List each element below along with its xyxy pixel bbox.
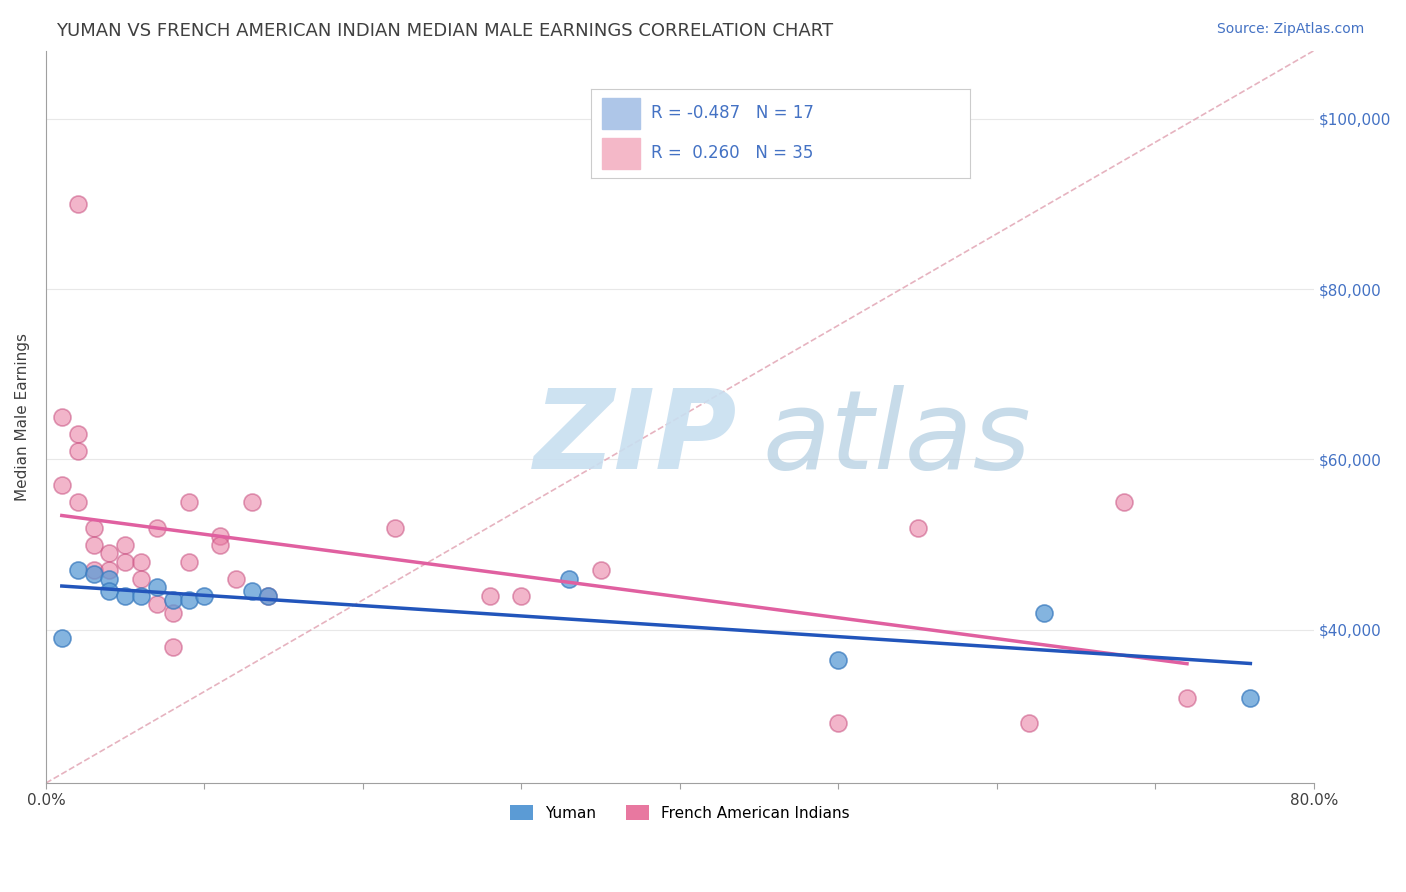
Point bbox=[384, 520, 406, 534]
Point bbox=[98, 572, 121, 586]
Point bbox=[162, 606, 184, 620]
Point bbox=[114, 555, 136, 569]
Point bbox=[1018, 716, 1040, 731]
Point bbox=[177, 593, 200, 607]
Point bbox=[146, 580, 169, 594]
Point bbox=[51, 409, 73, 424]
Point bbox=[193, 589, 215, 603]
Text: R = -0.487   N = 17: R = -0.487 N = 17 bbox=[651, 104, 814, 122]
Point bbox=[177, 555, 200, 569]
Point bbox=[146, 520, 169, 534]
Point bbox=[827, 716, 849, 731]
Point bbox=[98, 584, 121, 599]
Point bbox=[162, 640, 184, 654]
Point bbox=[827, 652, 849, 666]
Bar bbox=[602, 98, 640, 129]
Point bbox=[225, 572, 247, 586]
Point bbox=[66, 197, 89, 211]
Text: R =  0.260   N = 35: R = 0.260 N = 35 bbox=[651, 145, 814, 162]
Point bbox=[177, 495, 200, 509]
Bar bbox=[602, 138, 640, 169]
Point bbox=[478, 589, 501, 603]
Point bbox=[589, 563, 612, 577]
Point bbox=[240, 584, 263, 599]
Text: YUMAN VS FRENCH AMERICAN INDIAN MEDIAN MALE EARNINGS CORRELATION CHART: YUMAN VS FRENCH AMERICAN INDIAN MEDIAN M… bbox=[56, 22, 834, 40]
Text: atlas: atlas bbox=[762, 385, 1031, 492]
Point bbox=[66, 495, 89, 509]
Point bbox=[558, 572, 581, 586]
Point bbox=[98, 546, 121, 560]
Point bbox=[114, 589, 136, 603]
Point bbox=[209, 529, 232, 543]
Point bbox=[209, 538, 232, 552]
Point bbox=[114, 538, 136, 552]
Legend: Yuman, French American Indians: Yuman, French American Indians bbox=[503, 798, 856, 827]
Y-axis label: Median Male Earnings: Median Male Earnings bbox=[15, 333, 30, 501]
Text: ZIP: ZIP bbox=[534, 385, 738, 492]
Point bbox=[66, 426, 89, 441]
Point bbox=[66, 444, 89, 458]
Point bbox=[129, 589, 152, 603]
Point bbox=[1239, 690, 1261, 705]
Point bbox=[51, 478, 73, 492]
Point bbox=[1175, 690, 1198, 705]
Point bbox=[907, 520, 929, 534]
Point bbox=[510, 589, 533, 603]
Point bbox=[83, 520, 105, 534]
Point bbox=[1112, 495, 1135, 509]
Point bbox=[129, 555, 152, 569]
Point bbox=[83, 538, 105, 552]
Point bbox=[146, 597, 169, 611]
Point bbox=[1033, 606, 1056, 620]
Point bbox=[66, 563, 89, 577]
Point bbox=[51, 632, 73, 646]
Point bbox=[83, 567, 105, 582]
Point bbox=[240, 495, 263, 509]
Point bbox=[256, 589, 278, 603]
Point bbox=[162, 593, 184, 607]
Point bbox=[129, 572, 152, 586]
Point bbox=[98, 563, 121, 577]
Point bbox=[83, 563, 105, 577]
Text: Source: ZipAtlas.com: Source: ZipAtlas.com bbox=[1216, 22, 1364, 37]
Point bbox=[256, 589, 278, 603]
